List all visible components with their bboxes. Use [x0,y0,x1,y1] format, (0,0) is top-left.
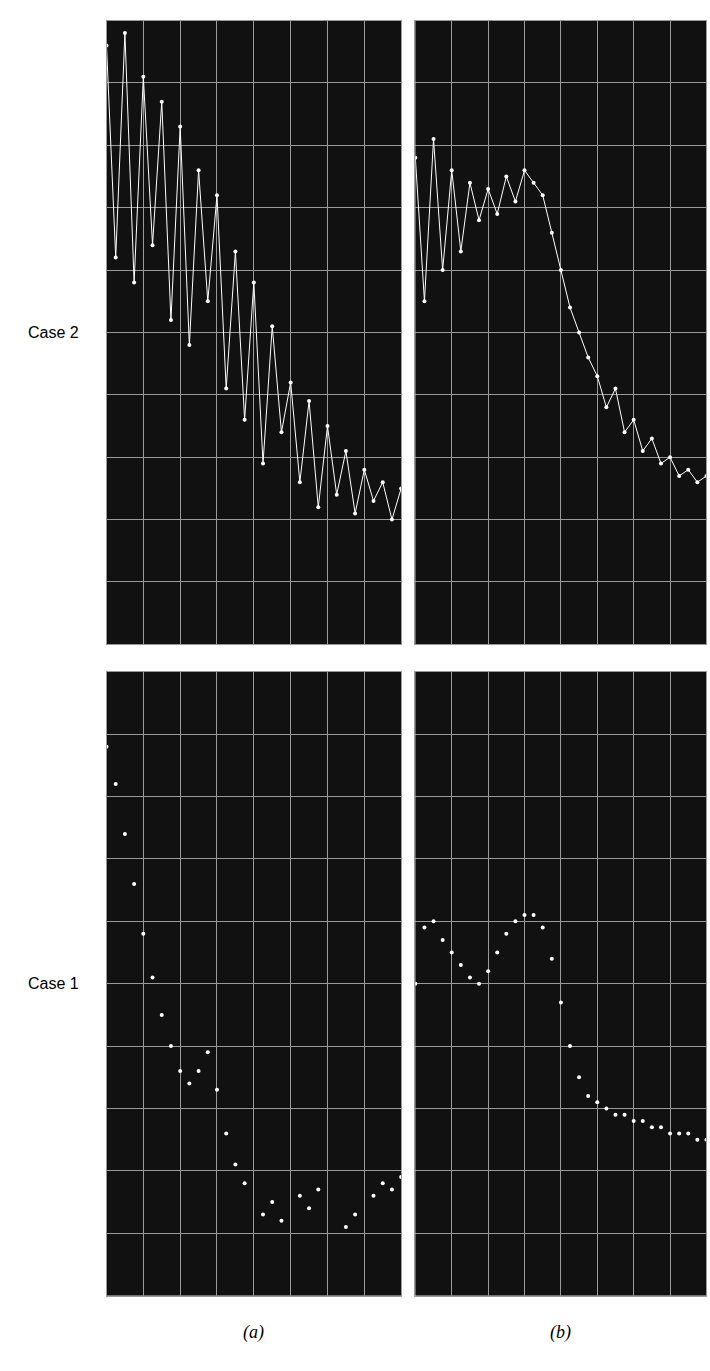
svg-text:(b): (b) [550,1322,571,1343]
svg-text:(a): (a) [243,1322,264,1343]
svg-text:Case 1: Case 1 [28,975,79,992]
svg-text:Case 2: Case 2 [28,324,79,341]
